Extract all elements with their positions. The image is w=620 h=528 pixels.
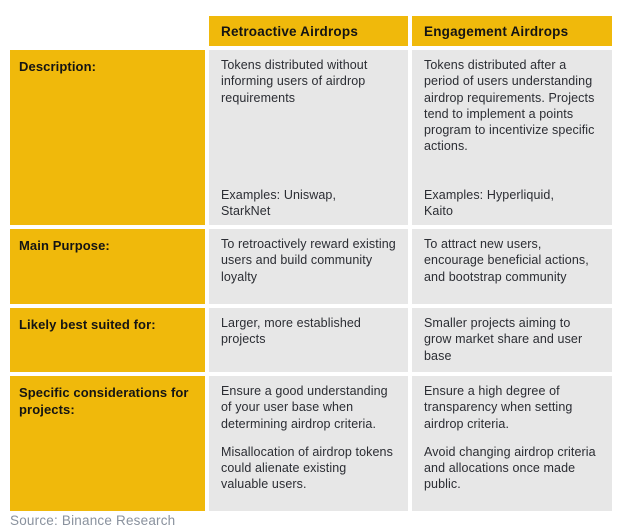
cell-spacer <box>424 155 600 187</box>
cell-text: Smaller projects aiming to grow market s… <box>424 316 583 363</box>
cell-considerations-retroactive: Ensure a good understanding of your user… <box>209 376 408 511</box>
comparison-table: Retroactive Airdrops Engagement Airdrops… <box>10 16 612 511</box>
cell-text: Tokens distributed without informing use… <box>221 58 368 105</box>
row-label-likely-best-suited-for: Likely best suited for: <box>10 308 205 372</box>
cell-best-suited-engagement: Smaller projects aiming to grow market s… <box>412 308 612 372</box>
cell-text-secondary: Misallocation of airdrop tokens could al… <box>221 444 393 492</box>
header-corner-empty <box>10 16 205 46</box>
cell-main-purpose-engagement: To attract new users, encourage benefici… <box>412 229 612 304</box>
cell-text: Ensure a high degree of transparency whe… <box>424 384 573 431</box>
cell-text: Tokens distributed after a period of use… <box>424 58 595 154</box>
cell-description-retroactive: Tokens distributed without informing use… <box>209 50 408 225</box>
column-header-label: Retroactive Airdrops <box>221 23 359 39</box>
cell-considerations-engagement: Ensure a high degree of transparency whe… <box>412 376 612 511</box>
cell-text: Larger, more established projects <box>221 316 361 347</box>
cell-text: To retroactively reward existing users a… <box>221 237 396 284</box>
cell-text-secondary: Avoid changing airdrop criteria and allo… <box>424 444 596 492</box>
cell-text: Ensure a good understanding of your user… <box>221 384 388 431</box>
row-label-main-purpose: Main Purpose: <box>10 229 205 304</box>
cell-description-engagement: Tokens distributed after a period of use… <box>412 50 612 225</box>
cell-main-purpose-retroactive: To retroactively reward existing users a… <box>209 229 408 304</box>
cell-text: To attract new users, encourage benefici… <box>424 237 589 284</box>
cell-examples: Examples: Uniswap, StarkNet <box>221 187 337 218</box>
column-header-label: Engagement Airdrops <box>424 23 569 39</box>
cell-examples: Examples: Hyperliquid, Kaito <box>424 187 555 218</box>
source-attribution: Source: Binance Research <box>10 513 176 528</box>
row-label-description: Description: <box>10 50 205 225</box>
cell-best-suited-retroactive: Larger, more established projects <box>209 308 408 372</box>
cell-spacer <box>221 106 396 187</box>
column-header-retroactive-airdrops: Retroactive Airdrops <box>209 16 408 46</box>
column-header-engagement-airdrops: Engagement Airdrops <box>412 16 612 46</box>
row-label-specific-considerations: Specific considerations for projects: <box>10 376 205 511</box>
